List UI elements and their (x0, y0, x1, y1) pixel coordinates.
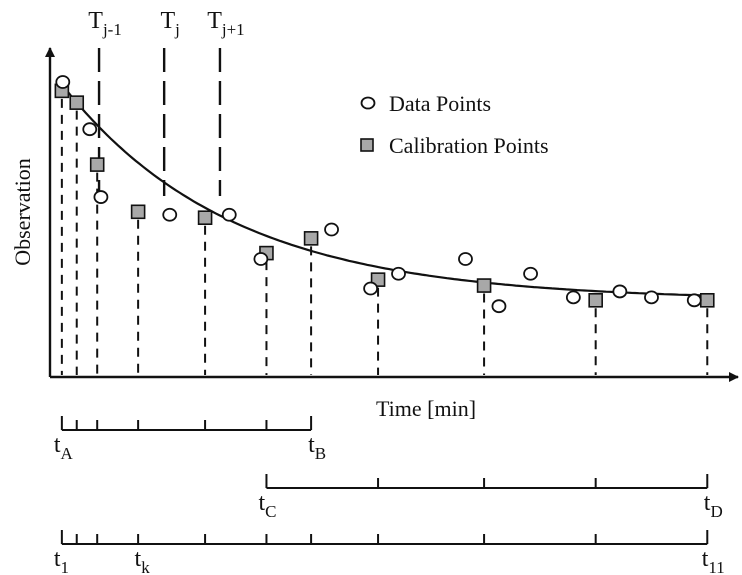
time-scale-3: t1 t11 tk (54, 530, 725, 575)
fitted-decay-curve (59, 81, 712, 297)
legend-calibration-points-label: Calibration Points (389, 133, 549, 158)
data-points-series (55, 75, 702, 314)
calibration-point (89, 157, 105, 172)
data-point (565, 290, 581, 305)
calibration-point (303, 231, 319, 246)
calibration-point (69, 95, 85, 110)
time-scale-2: tC tD (258, 474, 723, 521)
time-scale-1: tA tB (54, 416, 326, 463)
data-point (221, 207, 237, 222)
data-point (253, 252, 269, 266)
time-scales: tA tB tC tD t1 t11 tk (54, 416, 725, 575)
calibration-point (588, 292, 603, 308)
calibration-point (476, 278, 492, 293)
t-marker-label: Tj (160, 8, 179, 39)
t-marker-label: Tj+1 (207, 8, 244, 39)
legend-calibration-point-icon (360, 138, 374, 152)
calibration-point (699, 292, 715, 308)
calibration-points-series (54, 83, 715, 308)
data-point (391, 266, 406, 281)
data-point (363, 281, 379, 296)
data-point (644, 290, 659, 305)
t-marker-label: Tj-1 (88, 8, 122, 39)
time-scale-left-label: tA (54, 432, 74, 463)
data-point (612, 284, 628, 299)
plot-area: Tj-1 Tj Tj+1 (54, 8, 715, 375)
legend-data-point-icon (360, 96, 376, 110)
y-axis-label: Observation (10, 158, 35, 266)
legend-data-points-label: Data Points (389, 91, 491, 116)
data-point (491, 299, 507, 314)
legend: Data Points Calibration Points (360, 91, 549, 158)
data-point (324, 222, 339, 237)
data-point (55, 75, 71, 89)
data-point (686, 293, 702, 308)
time-scale-left-label: t1 (54, 546, 69, 575)
time-scale-right-label: tD (704, 490, 723, 521)
data-point (458, 252, 473, 266)
time-scale-left-label: tC (258, 490, 276, 521)
calibration-drop-lines (60, 98, 709, 375)
time-scale-mid-label: tk (135, 546, 151, 575)
t-marker-lines: Tj-1 Tj Tj+1 (88, 8, 245, 196)
data-point (93, 190, 109, 204)
calibration-point (130, 204, 146, 220)
time-scale-right-label: tB (308, 432, 326, 463)
data-point (162, 207, 178, 222)
calibration-point (197, 210, 213, 225)
time-scale-right-label: t11 (702, 546, 725, 575)
x-axis-label: Time [min] (376, 396, 476, 421)
data-point (523, 266, 538, 281)
data-point (82, 122, 98, 137)
